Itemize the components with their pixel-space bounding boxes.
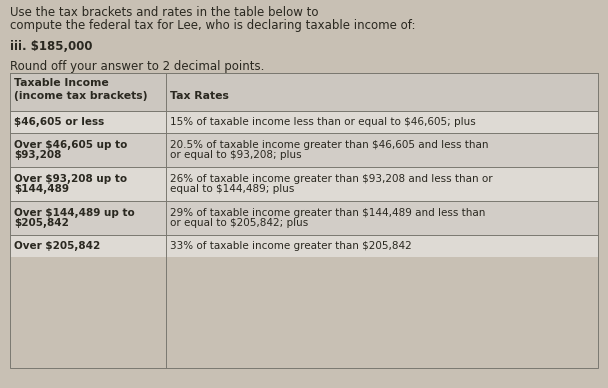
- Text: Tax Rates: Tax Rates: [170, 91, 229, 101]
- Text: (income tax brackets): (income tax brackets): [14, 91, 148, 101]
- Text: Taxable Income: Taxable Income: [14, 78, 109, 88]
- Text: 26% of taxable income greater than $93,208 and less than or: 26% of taxable income greater than $93,2…: [170, 174, 492, 184]
- Text: equal to $144,489; plus: equal to $144,489; plus: [170, 184, 294, 194]
- Text: $205,842: $205,842: [14, 218, 69, 228]
- Bar: [10, 201, 598, 235]
- Text: 33% of taxable income greater than $205,842: 33% of taxable income greater than $205,…: [170, 241, 412, 251]
- Text: Over $205,842: Over $205,842: [14, 241, 100, 251]
- Text: iii. $185,000: iii. $185,000: [10, 40, 92, 53]
- Text: or equal to $93,208; plus: or equal to $93,208; plus: [170, 150, 302, 160]
- Text: $46,605 or less: $46,605 or less: [14, 117, 104, 127]
- Bar: [10, 111, 598, 133]
- Text: 15% of taxable income less than or equal to $46,605; plus: 15% of taxable income less than or equal…: [170, 117, 475, 127]
- Text: compute the federal tax for Lee, who is declaring taxable income of:: compute the federal tax for Lee, who is …: [10, 19, 415, 32]
- Text: or equal to $205,842; plus: or equal to $205,842; plus: [170, 218, 308, 228]
- Bar: [10, 167, 598, 201]
- Text: 29% of taxable income greater than $144,489 and less than: 29% of taxable income greater than $144,…: [170, 208, 485, 218]
- Bar: [10, 235, 598, 257]
- Text: Round off your answer to 2 decimal points.: Round off your answer to 2 decimal point…: [10, 60, 264, 73]
- Bar: [10, 73, 598, 368]
- Text: 20.5% of taxable income greater than $46,605 and less than: 20.5% of taxable income greater than $46…: [170, 140, 488, 150]
- Bar: [10, 133, 598, 167]
- Text: $144,489: $144,489: [14, 184, 69, 194]
- Text: $93,208: $93,208: [14, 150, 61, 160]
- Text: Use the tax brackets and rates in the table below to: Use the tax brackets and rates in the ta…: [10, 6, 319, 19]
- Text: Over $93,208 up to: Over $93,208 up to: [14, 174, 127, 184]
- Text: Over $46,605 up to: Over $46,605 up to: [14, 140, 127, 150]
- Text: Over $144,489 up to: Over $144,489 up to: [14, 208, 135, 218]
- Bar: [10, 73, 598, 111]
